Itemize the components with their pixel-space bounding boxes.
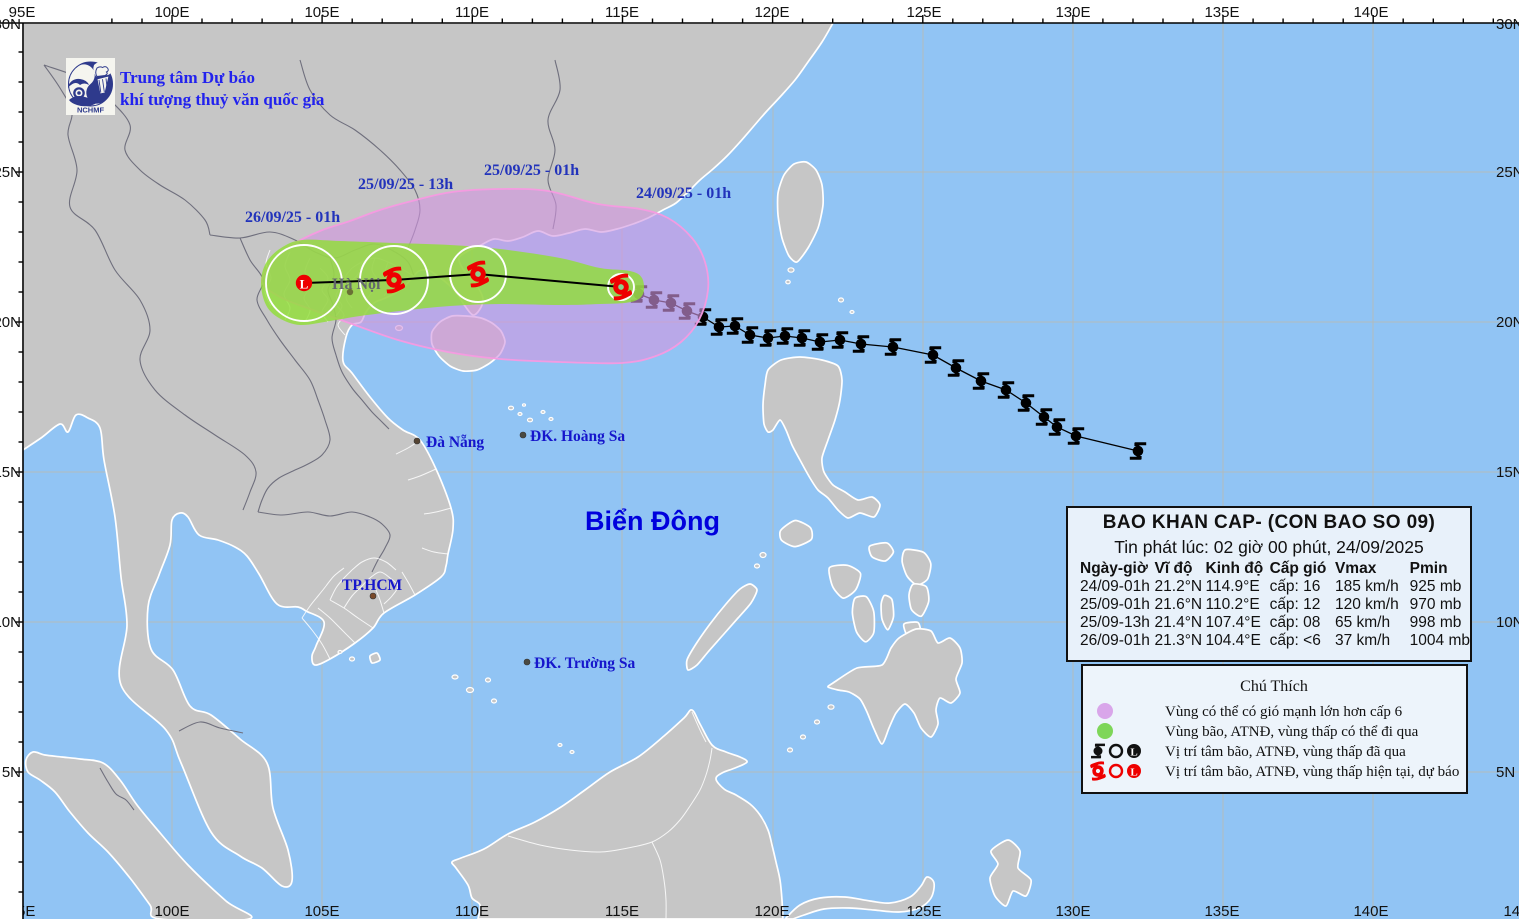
svg-text:105E: 105E [304, 4, 339, 21]
svg-text:125E: 125E [906, 903, 941, 919]
svg-text:24/09/25 - 01h: 24/09/25 - 01h [636, 185, 731, 202]
svg-text:25/09/25 - 13h: 25/09/25 - 13h [358, 176, 453, 193]
svg-text:20N: 20N [0, 314, 21, 331]
svg-text:ĐK. Hoàng Sa: ĐK. Hoàng Sa [530, 428, 625, 445]
svg-text:5N: 5N [1496, 764, 1515, 781]
svg-text:TP.HCM: TP.HCM [342, 577, 403, 594]
svg-text:120E: 120E [754, 4, 789, 21]
svg-text:145E: 145E [1503, 903, 1519, 919]
svg-text:110E: 110E [455, 903, 489, 919]
svg-text:Vị trí tâm bão, ATNĐ, vùng thấ: Vị trí tâm bão, ATNĐ, vùng thấp hiện tại… [1165, 764, 1459, 780]
svg-text:135E: 135E [1204, 903, 1239, 919]
svg-text:110E: 110E [455, 4, 489, 21]
svg-text:95E: 95E [9, 4, 36, 21]
svg-text:30N: 30N [0, 16, 21, 33]
svg-text:115E: 115E [605, 903, 639, 919]
svg-text:115E: 115E [605, 4, 639, 21]
svg-text:ĐK. Trường Sa: ĐK. Trường Sa [534, 655, 636, 672]
svg-text:Đà Nẵng: Đà Nẵng [426, 434, 484, 451]
svg-text:100E: 100E [154, 4, 189, 21]
svg-text:20N: 20N [1496, 314, 1519, 331]
svg-text:Trung tâm Dự báo: Trung tâm Dự báo [120, 68, 255, 87]
svg-text:L: L [1130, 747, 1137, 759]
svg-text:NCHMF: NCHMF [77, 106, 104, 115]
svg-text:105E: 105E [304, 903, 339, 919]
svg-text:L: L [300, 277, 309, 292]
svg-text:130E: 130E [1055, 4, 1090, 21]
svg-text:Vị trí tâm bão, ATNĐ, vùng thấ: Vị trí tâm bão, ATNĐ, vùng thấp đã qua [1165, 744, 1406, 760]
svg-text:10N: 10N [1496, 614, 1519, 631]
svg-text:khí tượng thuỷ văn quốc gia: khí tượng thuỷ văn quốc gia [120, 90, 325, 109]
svg-text:Hà Nội: Hà Nội [332, 276, 381, 293]
svg-text:140E: 140E [1353, 4, 1388, 21]
svg-text:26/09/25 - 01h: 26/09/25 - 01h [245, 209, 340, 226]
svg-text:140E: 140E [1353, 903, 1388, 919]
svg-text:25N: 25N [1496, 164, 1519, 181]
svg-text:120E: 120E [754, 903, 789, 919]
svg-text:30N: 30N [1496, 16, 1519, 33]
svg-text:Biển Đông: Biển Đông [585, 506, 720, 536]
svg-text:L: L [1130, 767, 1137, 779]
svg-text:130E: 130E [1055, 903, 1090, 919]
svg-text:Vùng bão, ATNĐ, vùng thấp có t: Vùng bão, ATNĐ, vùng thấp có thể đi qua [1165, 724, 1419, 740]
svg-text:5N: 5N [2, 764, 21, 781]
svg-text:135E: 135E [1204, 4, 1239, 21]
svg-text:25/09/25 - 01h: 25/09/25 - 01h [484, 162, 579, 179]
svg-text:15N: 15N [1496, 464, 1519, 481]
svg-text:25N: 25N [0, 164, 21, 181]
svg-text:125E: 125E [906, 4, 941, 21]
svg-text:100E: 100E [154, 903, 189, 919]
svg-text:15N: 15N [0, 464, 21, 481]
svg-text:10N: 10N [0, 614, 21, 631]
svg-text:Chú Thích: Chú Thích [1240, 678, 1308, 695]
svg-text:Vùng có thể có gió mạnh lớn hơ: Vùng có thể có gió mạnh lớn hơn cấp 6 [1165, 704, 1403, 720]
